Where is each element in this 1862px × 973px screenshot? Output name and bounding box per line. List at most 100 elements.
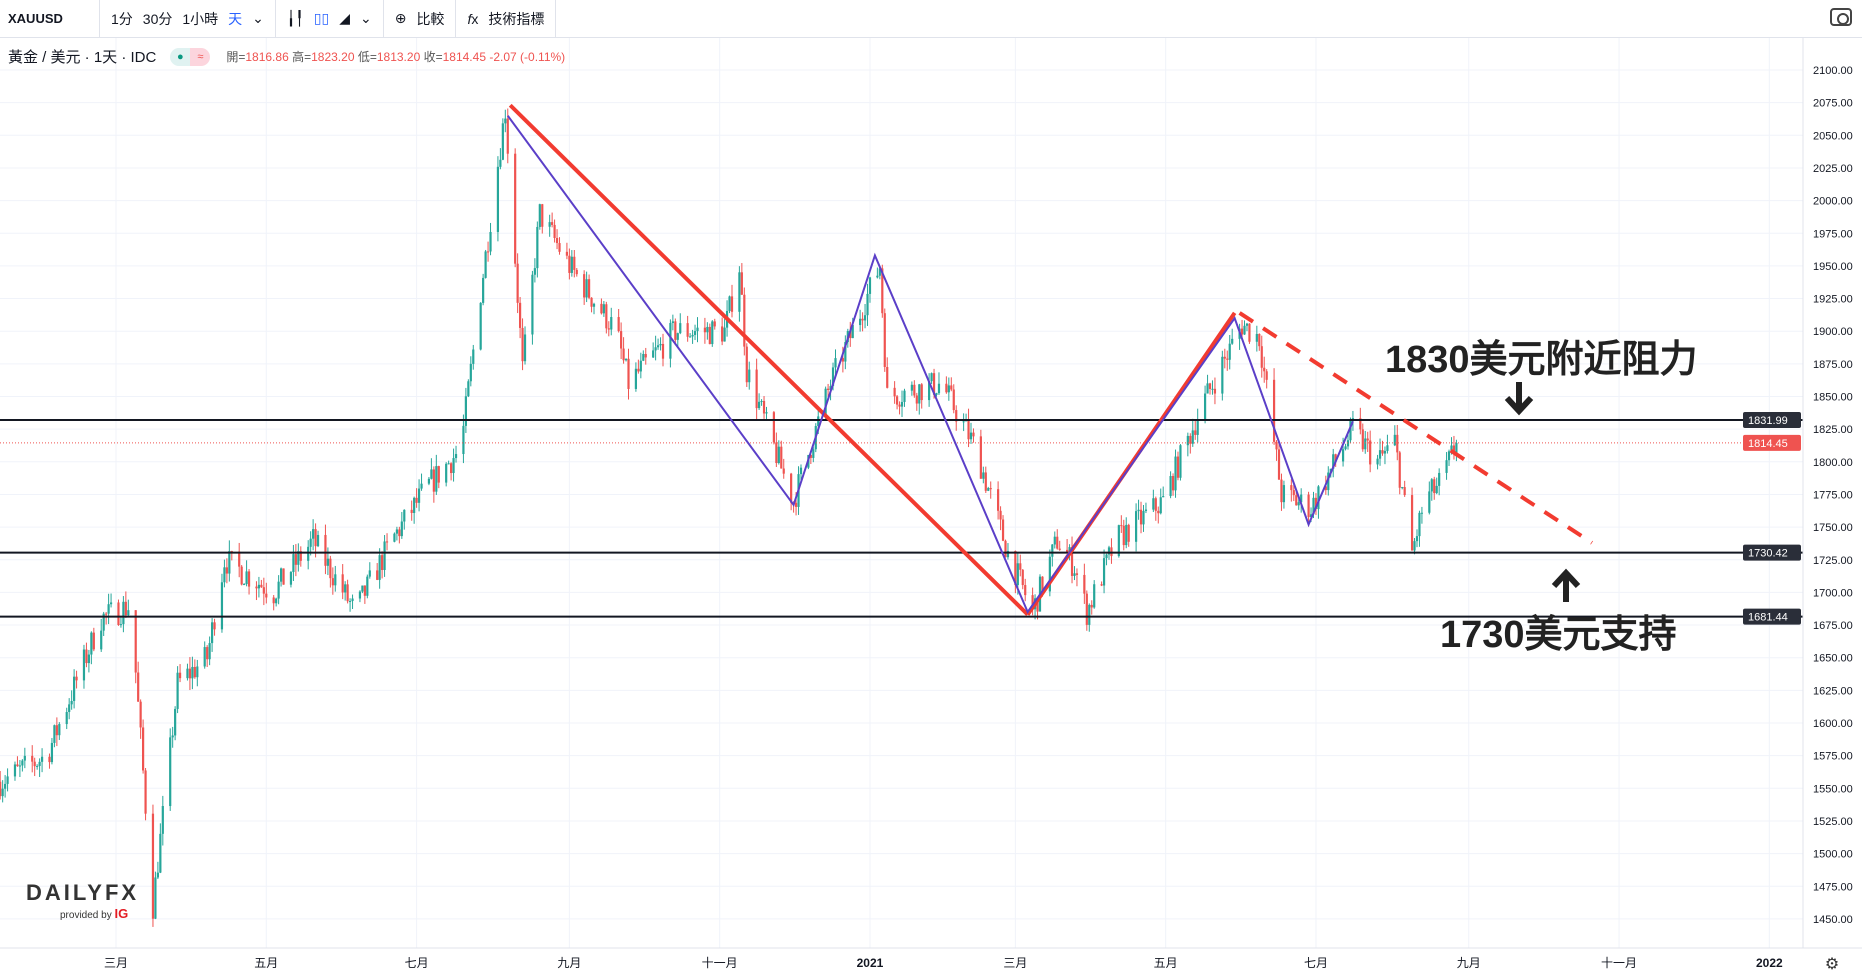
- candle-body: [642, 353, 645, 361]
- candle-body: [533, 268, 536, 275]
- candle-body: [467, 381, 470, 397]
- candle-body: [137, 672, 140, 702]
- candle-body: [1430, 479, 1433, 492]
- candle-body: [1265, 371, 1268, 380]
- candle-body: [760, 400, 763, 402]
- camera-icon[interactable]: [1830, 8, 1852, 26]
- purple-trendline[interactable]: [506, 115, 1354, 615]
- candle-body: [661, 343, 665, 359]
- bars-icon[interactable]: ╽╿: [286, 10, 304, 26]
- candle-body: [1401, 487, 1404, 489]
- candles-icon[interactable]: ▯▯: [313, 10, 330, 26]
- candle-body: [570, 256, 573, 273]
- candle-body: [1144, 509, 1148, 511]
- price-chart[interactable]: 2100.00 2075.00 2050.00 2025.00 2000.00 1975.…: [0, 38, 1862, 973]
- candle-body: [447, 463, 450, 465]
- interval-1d[interactable]: 天: [228, 10, 243, 27]
- candle-body: [575, 269, 578, 275]
- candle-body: [639, 360, 642, 372]
- interval-1h[interactable]: 1小時: [182, 10, 219, 27]
- candle-body: [903, 390, 906, 402]
- red-trendline[interactable]: [1238, 311, 1594, 545]
- candle-body: [868, 277, 872, 294]
- candle-body: [454, 454, 458, 459]
- legend-title: 黃金 / 美元 · 1天 · IDC: [8, 49, 157, 66]
- candle-body: [708, 326, 711, 345]
- candle-body: [309, 538, 312, 547]
- candle-body: [398, 529, 401, 537]
- candle-body: [1248, 323, 1251, 342]
- settings-gear-icon[interactable]: ⚙: [1825, 956, 1839, 973]
- x-tick-label: 五月: [254, 956, 278, 970]
- candle-body: [915, 395, 918, 404]
- candle-body: [881, 268, 884, 314]
- candle-body: [743, 294, 746, 347]
- candle-body: [486, 251, 490, 253]
- candle-body: [548, 222, 551, 227]
- candle-body: [812, 449, 815, 458]
- candle-body: [758, 401, 761, 409]
- candle-body: [38, 761, 41, 766]
- interval-1m[interactable]: 1分: [111, 10, 133, 27]
- candle-body: [53, 725, 56, 743]
- candle-body: [950, 385, 953, 390]
- candle-body: [210, 622, 214, 644]
- candle-body: [585, 279, 588, 298]
- candle-body: [348, 600, 352, 602]
- candle-body: [504, 118, 507, 124]
- candle-body: [275, 598, 278, 604]
- candle-body: [1263, 367, 1266, 372]
- candle-body: [969, 432, 973, 440]
- candle-body: [1341, 449, 1345, 462]
- x-tick-label: 三月: [104, 956, 128, 970]
- candle-body: [514, 153, 517, 264]
- candle-body: [1396, 434, 1399, 453]
- logo-ig: IG: [114, 906, 129, 921]
- candle-body: [1006, 550, 1010, 558]
- candle-body: [671, 321, 674, 324]
- status-pill[interactable]: ● ≈: [170, 47, 211, 66]
- red-trendline[interactable]: [508, 103, 1030, 617]
- candle-body: [863, 315, 867, 321]
- candle-body: [1107, 547, 1111, 555]
- time-axis[interactable]: [0, 948, 1862, 973]
- candle-body: [393, 533, 396, 542]
- candle-body: [1213, 388, 1217, 394]
- candle-body: [1378, 450, 1382, 459]
- candle-body: [501, 123, 504, 160]
- candle-body: [119, 624, 123, 626]
- y-tick-label: 1750.00: [1813, 522, 1853, 534]
- candle-body: [967, 419, 970, 440]
- x-tick-label: 七月: [1304, 956, 1328, 970]
- candle-body: [1324, 486, 1327, 491]
- price-axis[interactable]: [1803, 38, 1862, 973]
- candle-body: [587, 279, 591, 298]
- candle-body: [18, 765, 22, 767]
- chevron-down-icon[interactable]: ⌄: [252, 10, 264, 26]
- chevron-down-icon[interactable]: ⌄: [359, 10, 372, 26]
- y-tick-label: 2025.00: [1813, 163, 1853, 175]
- candle-body: [1275, 441, 1278, 450]
- candle-body: [955, 410, 958, 422]
- candle-body: [36, 765, 39, 767]
- candle-body: [1139, 509, 1143, 525]
- area-icon[interactable]: ◢: [339, 10, 350, 26]
- candle-body: [1231, 338, 1234, 344]
- candle-body: [624, 358, 628, 361]
- candle-body: [329, 558, 332, 579]
- x-tick-label: 十一月: [702, 956, 738, 970]
- candle-body: [70, 700, 73, 705]
- candle-body: [1102, 558, 1106, 586]
- indicators-button[interactable]: fx 技術指標: [456, 0, 557, 38]
- candle-body: [1019, 563, 1022, 570]
- interval-30m[interactable]: 30分: [142, 10, 173, 27]
- candle-body: [109, 602, 113, 605]
- candle-body: [341, 574, 344, 593]
- candle-body: [186, 668, 189, 679]
- candle-body: [748, 369, 751, 383]
- symbol-search[interactable]: XAUUSD: [0, 0, 100, 38]
- candle-body: [617, 317, 620, 332]
- candle-body: [674, 321, 677, 340]
- candle-body: [206, 647, 209, 660]
- compare-button[interactable]: ⊕ 比較: [384, 0, 457, 38]
